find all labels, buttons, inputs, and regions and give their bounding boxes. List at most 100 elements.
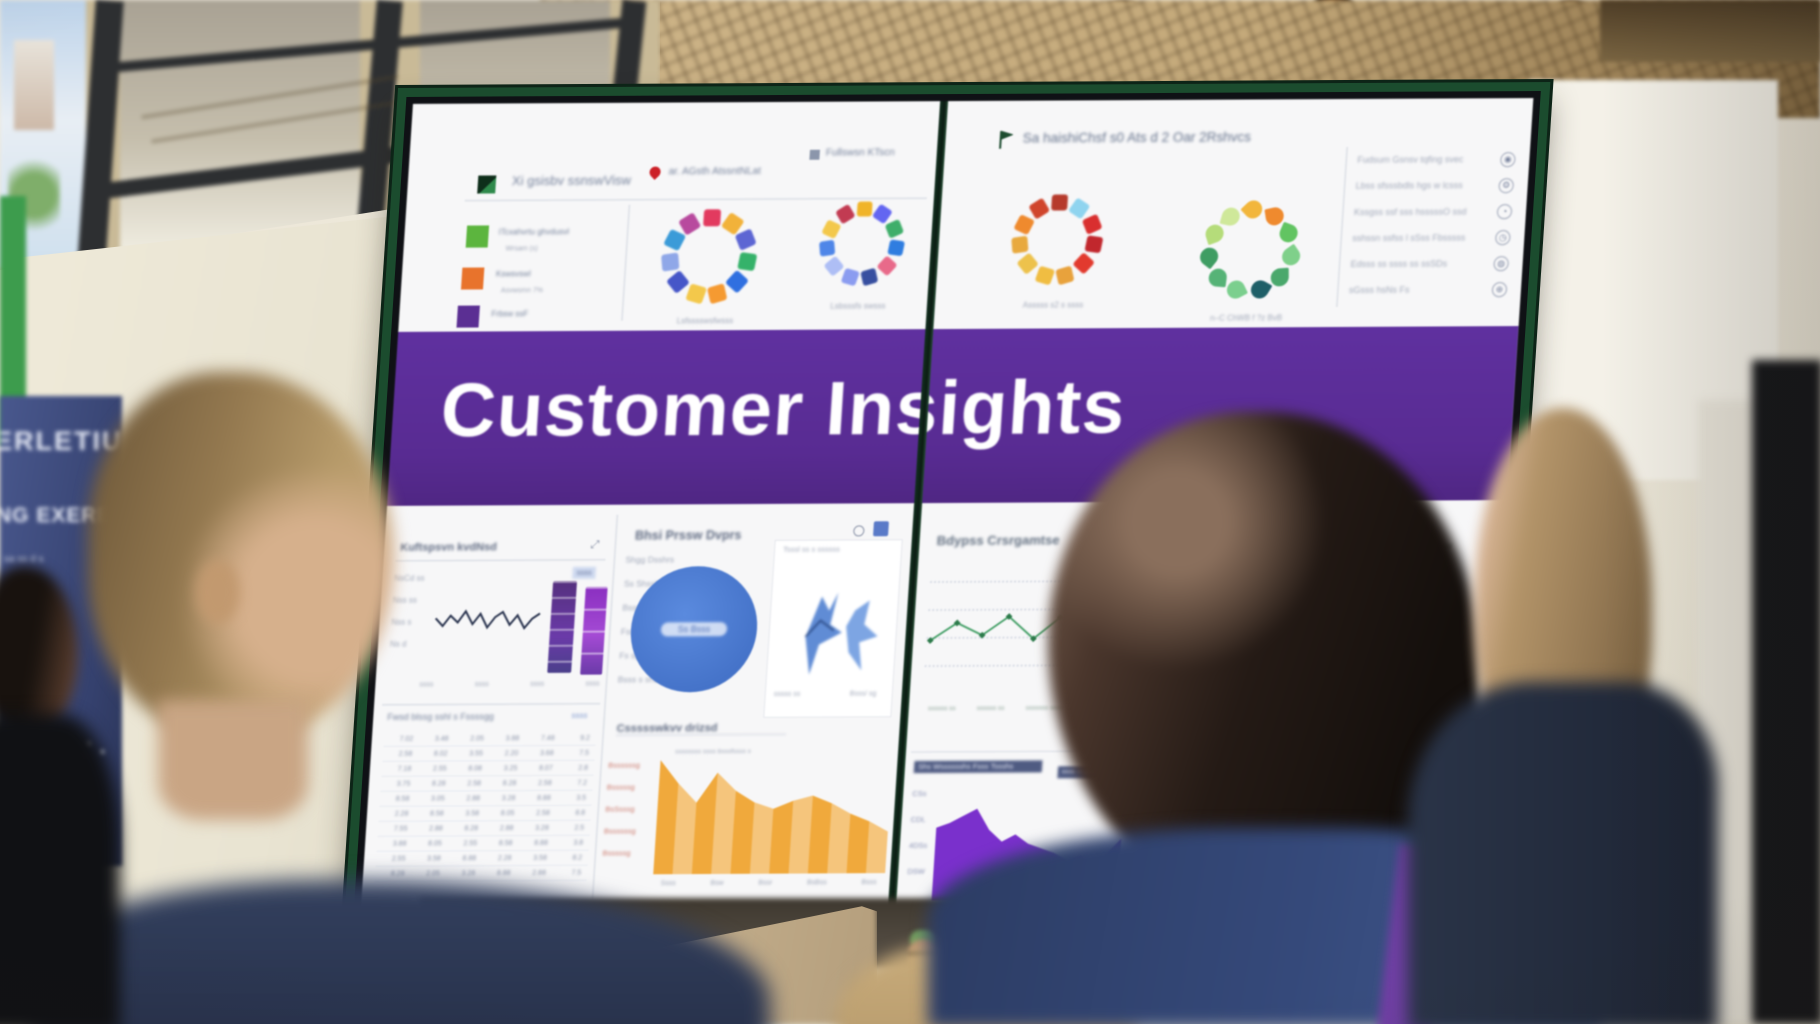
origami-figures: [804, 592, 878, 675]
nps-score-text: Ss Bsss: [660, 622, 728, 637]
donut-segment: [724, 269, 749, 294]
donut-segment: [666, 270, 690, 294]
donut-chart-b: [809, 193, 916, 294]
donut-segment: [876, 255, 898, 277]
search-icon: [852, 525, 865, 537]
window-building: [14, 40, 54, 130]
banner-title: Customer Insights: [438, 365, 1129, 454]
grid-icon: [809, 149, 821, 160]
label-item: Ns d: [389, 639, 407, 649]
donut-chart-c: [1001, 186, 1114, 293]
table-cell: 2.28: [497, 854, 512, 862]
flag-icon: [999, 130, 1014, 149]
table-cell: 8.02: [433, 750, 448, 758]
gear-icon: ⚙: [1498, 177, 1515, 193]
table-cell: 3.58: [465, 809, 480, 817]
table-cell: 3.88: [505, 734, 520, 742]
table-row: 2.58 8.02 3.55 2.20 3.68 7.5: [382, 745, 596, 762]
donut-b-caption: Lsbsssfs swsss: [830, 301, 886, 311]
table-cell: 2.58: [467, 779, 482, 787]
legend-label: Kswsvswl: [495, 269, 531, 279]
donut-segment: [1028, 197, 1051, 220]
legend-sublabel: Wrsam (s): [505, 245, 538, 253]
table-cell: 2.55: [463, 839, 478, 847]
table-cell: 8.28: [464, 824, 479, 832]
donut-segment: [1224, 277, 1249, 303]
table-cell: 8.58: [429, 810, 444, 818]
figures-caption-side: Bsss/ sg: [849, 690, 877, 698]
table-cell: 7.5: [571, 869, 582, 877]
table-cell: 2.58: [537, 779, 552, 787]
trend-panel: Kuftspsvn kvdNsd ⤢ NsCd ss Nss ss Nss s Ns …: [382, 533, 611, 704]
man-head: [88, 372, 394, 740]
table-link: ssss: [571, 710, 588, 720]
donut-segment: [1055, 264, 1075, 285]
man-neck: [158, 700, 308, 820]
table-cell: 8.58: [395, 795, 410, 803]
label-item: Bsssssg: [602, 848, 631, 858]
side-list-item: sshssn ssfss l sSss Fbsssss ◷: [1351, 224, 1511, 251]
table-cell: 8.08: [468, 764, 483, 772]
donut-segment: [734, 228, 757, 252]
table-cell: 3.25: [503, 764, 518, 772]
table-cell: 3.8: [573, 839, 584, 847]
donut-d-caption: n–C ChWB f ?z BvB: [1209, 313, 1283, 323]
orange-panel: Cssssswkvv drizsd ssssssss ssss bsssfsss…: [591, 715, 902, 899]
table-row: 8.28 2.05 3.28 8.88 2.88 7.5: [374, 865, 588, 882]
donut-segment: [885, 218, 905, 239]
tab-header-label: Fullswsn KTscn: [825, 147, 896, 159]
label-item: Bsssssg: [606, 782, 636, 792]
label-item: Ssss: [660, 880, 676, 888]
app-icon: [873, 521, 889, 537]
label-item: Nss ss: [392, 595, 418, 605]
table-row: 3.88 8.05 2.55 8.58 8.88 3.8: [376, 835, 590, 852]
people-icon: ◔: [1496, 203, 1513, 219]
donut-segment: [1207, 267, 1228, 288]
expand-icon: ⤢: [590, 538, 600, 551]
globe-icon: ⊕: [1491, 281, 1508, 297]
table-cell: 8.88: [496, 869, 511, 877]
side-list-item: Edsss ss ssss ss ssSDs ◍: [1350, 250, 1510, 277]
side-list-label: sGsss hsNs Fs: [1348, 284, 1410, 295]
donut-segment: [684, 283, 707, 305]
table-cell: 8.05: [500, 809, 515, 817]
donut-segment: [660, 252, 680, 272]
table-cell: 3.48: [434, 735, 449, 743]
window-pane: [120, 0, 360, 250]
board-note: sa ss d s: [4, 554, 44, 565]
donut-segment: [707, 283, 728, 305]
chart-icon: ◍: [1493, 255, 1510, 271]
table-cell: 2.05: [470, 734, 485, 742]
legend-swatch: [465, 225, 490, 248]
label-item: ssss: [529, 681, 545, 689]
table-cell: 3.28: [501, 794, 516, 802]
donut-segment: [887, 239, 906, 257]
donut-segment: [702, 208, 721, 226]
donut-chart-a: [652, 202, 767, 311]
table-cell: 9.2: [579, 734, 591, 742]
table-cell: 2.58: [398, 750, 413, 758]
donut-segment: [1276, 221, 1301, 245]
table-cell: 2.8: [578, 764, 589, 772]
donut-segment: [1081, 213, 1103, 235]
top-divider: [620, 204, 631, 321]
table-row: 7.02 3.48 2.05 3.88 7.48 9.2: [383, 730, 597, 747]
label-item: Bssssssg: [607, 760, 641, 770]
table-cell: 3.28: [461, 869, 476, 877]
table-cell: 3.28: [534, 824, 550, 832]
table-cell: 8.58: [498, 839, 513, 847]
woman-right-body: [1408, 682, 1718, 1024]
legend-swatch: [456, 305, 480, 328]
table-cell: 3.05: [430, 795, 445, 803]
legend-swatch: [460, 267, 485, 290]
table-cell: 3.5: [576, 794, 587, 802]
table-cell: 2.28: [394, 810, 409, 818]
trend-labels: NsCd ss Nss ss Nss s Ns d: [389, 574, 431, 662]
donut-segment: [1196, 243, 1223, 270]
label-item: Bsw: [710, 880, 724, 888]
table-row: 7.18 2.55 8.08 3.25 8.07 2.8: [381, 760, 595, 777]
legend-panel: ITcxahvrtu ghvdusvkr Wrsam (s) Kswsvswl …: [406, 203, 569, 329]
table-cell: 8.28: [502, 779, 517, 787]
ceiling-beam: [1600, 0, 1820, 62]
